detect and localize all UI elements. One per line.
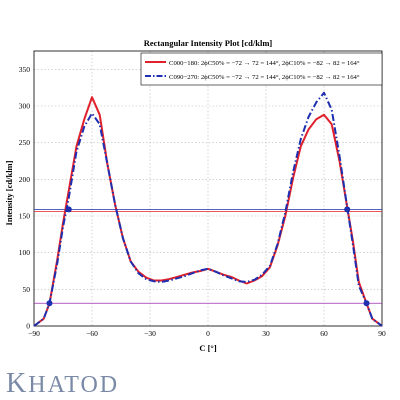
legend-label-c090-270: C090−270: 2ϕC50% = −72 → 72 = 144°, 2ϕC1… — [169, 74, 360, 81]
threshold-markers — [46, 206, 370, 307]
threshold-marker-3 — [363, 300, 370, 307]
brand-logo: KHATOD — [6, 368, 120, 399]
y-tick-label: 50 — [23, 285, 31, 294]
threshold-marker-0 — [65, 206, 72, 213]
x-tick-label: 60 — [320, 329, 328, 338]
y-tick-label: 200 — [19, 175, 31, 184]
x-tick-label: −30 — [144, 329, 156, 338]
x-tick-label: 0 — [206, 329, 210, 338]
series-lines — [33, 91, 383, 327]
y-tick-label: 250 — [19, 138, 31, 147]
chart-title: Rectangular Intensity Plot [cd/klm] — [144, 38, 273, 48]
y-tick-label: 100 — [19, 248, 31, 257]
plot-frame — [33, 50, 383, 327]
threshold-marker-1 — [344, 206, 351, 213]
y-tick-label: 150 — [19, 212, 31, 221]
legend-label-c000-180: C000−180: 2ϕC50% = −72 → 72 = 144°, 2ϕC1… — [169, 60, 360, 67]
x-axis-label: C [°] — [199, 343, 216, 353]
axes — [33, 50, 383, 327]
x-tick-label: 30 — [262, 329, 270, 338]
legend: C000−180: 2ϕC50% = −72 → 72 = 144°, 2ϕC1… — [140, 52, 383, 86]
y-axis-label: Intensity [cd/klm] — [4, 160, 14, 225]
x-tick-label: −60 — [86, 329, 98, 338]
y-tick-label: 350 — [19, 65, 31, 74]
x-tick-label: 90 — [378, 329, 386, 338]
series-line-1 — [33, 91, 383, 327]
intensity-chart: Rectangular Intensity Plot [cd/klm] −90−… — [4, 38, 386, 353]
threshold-marker-2 — [46, 300, 53, 307]
series-line-0 — [33, 96, 383, 327]
y-tick-label: 300 — [19, 102, 31, 111]
tick-labels: −90 −60 −30 0 30 60 90 0 50 100 150 200 250 300 350 — [19, 65, 386, 338]
y-tick-label: 0 — [26, 322, 30, 331]
reference-lines — [34, 208, 382, 304]
x-tick-label: −90 — [28, 329, 40, 338]
